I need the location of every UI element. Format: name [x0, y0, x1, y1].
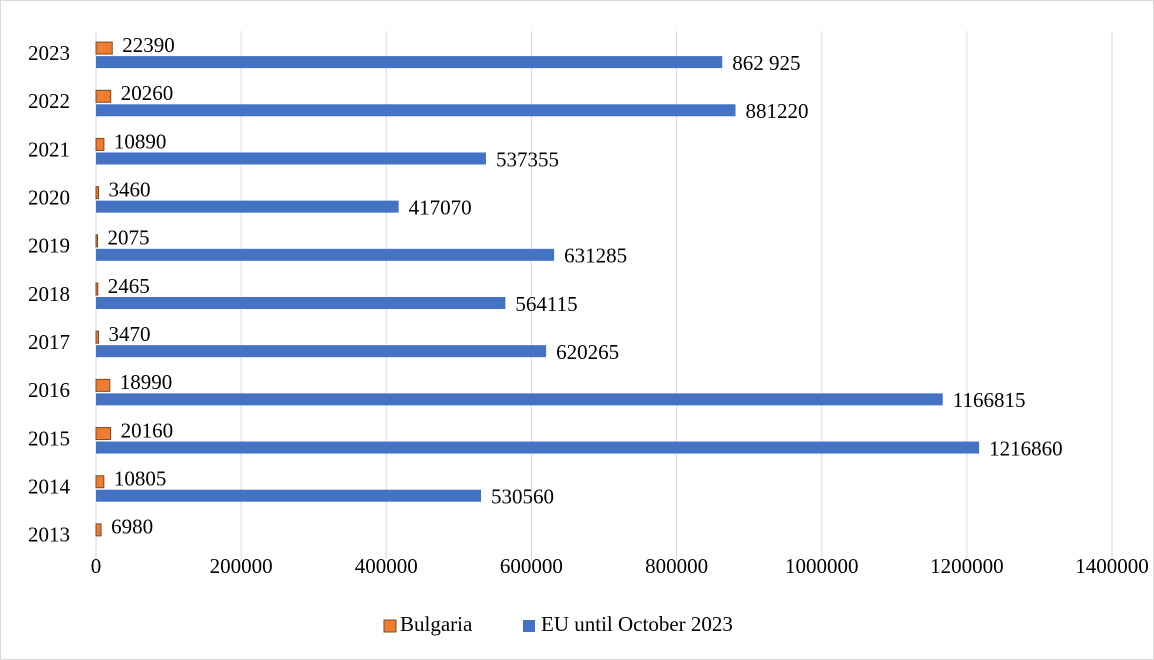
data-label: 18990: [120, 370, 173, 394]
data-label: 2465: [108, 274, 150, 298]
bar: [95, 89, 112, 103]
bar: [96, 200, 399, 213]
y-tick-label: 2018: [28, 282, 70, 306]
legend-swatch: [383, 619, 397, 633]
y-tick-label: 2016: [28, 378, 70, 402]
data-label: 3460: [109, 177, 151, 201]
y-tick-label: 2020: [28, 185, 70, 209]
bar: [95, 330, 100, 344]
bar: [96, 489, 482, 502]
bar: [96, 297, 506, 309]
data-label: 3470: [109, 322, 151, 346]
x-tick-label: 800000: [645, 554, 708, 578]
y-tick-label: 2015: [28, 426, 70, 450]
bar: [96, 104, 736, 117]
bar: [95, 137, 105, 151]
x-tick-label: 200000: [210, 554, 273, 578]
data-label: 537355: [496, 147, 559, 171]
bar: [95, 282, 99, 296]
data-label: 862 925: [732, 51, 800, 75]
x-tick-label: 400000: [355, 554, 418, 578]
legend-label: Bulgaria: [400, 612, 473, 636]
data-label: 620265: [556, 340, 619, 364]
data-label: 1166815: [953, 388, 1026, 412]
data-label: 881220: [746, 99, 809, 123]
x-tick-label: 1400000: [1075, 554, 1149, 578]
data-label: 10805: [114, 467, 167, 491]
bar: [95, 234, 99, 248]
data-label: 631285: [564, 244, 627, 268]
bar: [96, 393, 943, 406]
data-label: 20260: [121, 81, 174, 105]
bar: [95, 41, 113, 55]
bar: [96, 345, 547, 358]
bar: [95, 475, 105, 489]
x-tick-label: 1200000: [930, 554, 1004, 578]
y-tick-label: 2017: [28, 330, 70, 354]
bar: [96, 152, 486, 165]
bar: [96, 441, 980, 454]
bar: [96, 56, 723, 69]
y-tick-label: 2014: [28, 475, 71, 499]
data-label: 1216860: [989, 436, 1063, 460]
legend-swatch: [523, 620, 535, 632]
bar: [95, 186, 100, 200]
x-tick-label: 1000000: [785, 554, 859, 578]
bar: [95, 427, 112, 441]
y-tick-label: 2021: [28, 137, 70, 161]
y-tick-label: 2023: [28, 41, 70, 65]
x-tick-label: 600000: [500, 554, 563, 578]
data-label: 417070: [409, 195, 472, 219]
data-label: 564115: [515, 292, 577, 316]
y-tick-label: 2019: [28, 234, 70, 258]
data-label: 10890: [114, 129, 167, 153]
x-tick-label: 0: [91, 554, 102, 578]
data-label: 22390: [122, 33, 175, 57]
y-tick-label: 2022: [28, 89, 70, 113]
bar: [95, 378, 111, 392]
bar: [95, 523, 102, 537]
data-label: 20160: [121, 418, 174, 442]
y-tick-label: 2013: [28, 523, 70, 547]
data-label: 6980: [111, 515, 153, 539]
data-label: 2075: [108, 226, 150, 250]
legend-label: EU until October 2023: [541, 612, 733, 636]
bar: [96, 248, 555, 261]
data-label: 530560: [491, 485, 554, 509]
